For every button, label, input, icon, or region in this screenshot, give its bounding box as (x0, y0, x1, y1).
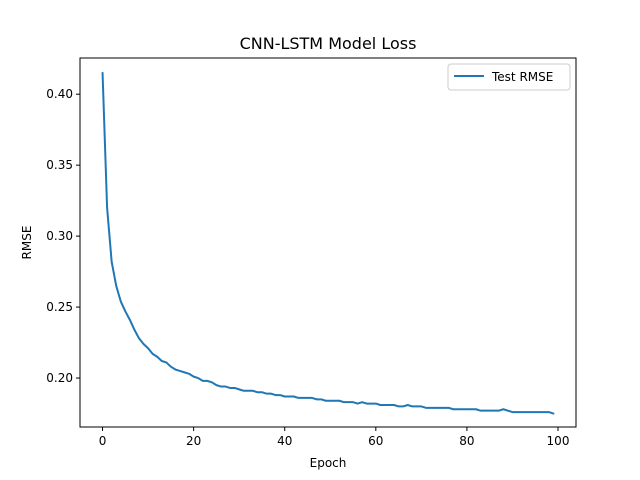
series-layer (101, 71, 555, 415)
y-tick-label: 0.35 (46, 158, 73, 172)
legend-label-test-rmse: Test RMSE (491, 70, 553, 84)
plot-area (80, 58, 576, 427)
y-tick-label: 0.30 (46, 229, 73, 243)
chart-title: CNN-LSTM Model Loss (240, 34, 417, 53)
x-tick-label: 80 (459, 434, 474, 448)
x-tick-label: 0 (99, 434, 107, 448)
plot-frame (79, 57, 577, 428)
y-tick-label: 0.25 (46, 300, 73, 314)
x-tick-label: 60 (368, 434, 383, 448)
x-tick-label: 40 (277, 434, 292, 448)
y-axis-label: RMSE (20, 226, 34, 260)
legend: Test RMSE (447, 63, 571, 91)
y-tick-label: 0.40 (46, 87, 73, 101)
x-axis-label: Epoch (310, 456, 347, 470)
x-tick-label: 100 (547, 434, 570, 448)
y-tick-label: 0.20 (46, 371, 73, 385)
x-axis-ticks: 0 20 40 60 80 100 (99, 427, 570, 448)
y-axis-ticks: 0.20 0.25 0.30 0.35 0.40 (46, 87, 80, 385)
series-line-test-rmse (101, 71, 555, 415)
legend-box (447, 63, 571, 91)
x-tick-label: 20 (186, 434, 201, 448)
